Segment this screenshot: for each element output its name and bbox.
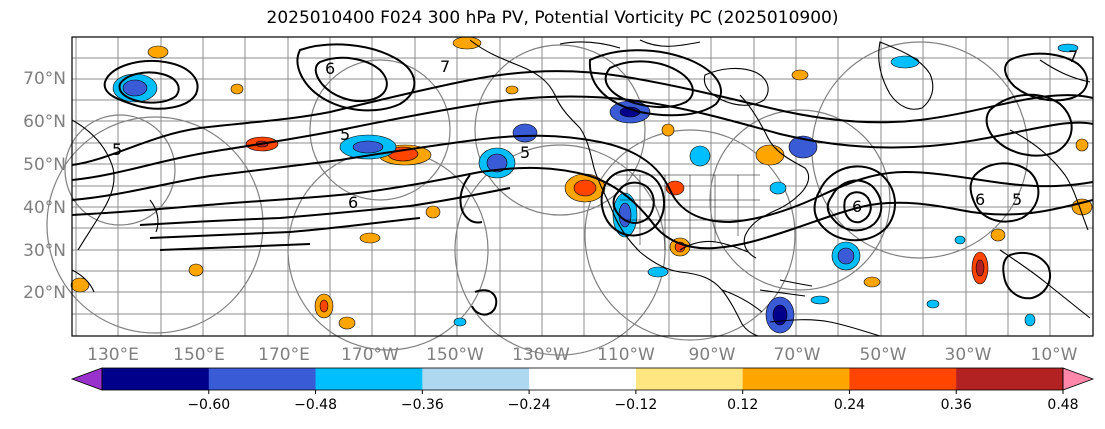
lon-label: 150°E bbox=[173, 345, 225, 365]
contour-label: 6 bbox=[975, 190, 985, 209]
map-title: 2025010400 F024 300 hPa PV, Potential Vo… bbox=[266, 8, 839, 28]
lon-label: 10°W bbox=[1031, 345, 1078, 365]
lon-label: 130°E bbox=[87, 345, 139, 365]
colorbar-outline bbox=[101, 367, 1064, 391]
colorbar-extend-high bbox=[1062, 367, 1095, 391]
contour-label: 5 bbox=[112, 140, 122, 159]
colorbar-segment bbox=[635, 368, 744, 390]
colorbar-tick-label: −0.12 bbox=[614, 397, 657, 413]
contour-label: 7 bbox=[1068, 47, 1078, 66]
longitude-labels: 130°E 150°E 170°E 170°W 150°W 130°W 110°… bbox=[87, 345, 1078, 365]
colorbar-tick-label: −0.24 bbox=[508, 397, 551, 413]
colorbar-segment bbox=[315, 368, 423, 390]
lon-label: 170°W bbox=[341, 345, 399, 365]
colorbar: −0.60 −0.48 −0.36 −0.24 −0.12 0.12 0.24 0.36 0.4… bbox=[70, 367, 1095, 413]
lon-label: 50°W bbox=[860, 345, 907, 365]
colorbar-extend-low bbox=[70, 367, 103, 391]
colorbar-segment bbox=[208, 368, 317, 390]
contour-label: 5 bbox=[1012, 190, 1022, 209]
lat-label: 30°N bbox=[23, 241, 66, 261]
colorbar-segment bbox=[742, 368, 850, 390]
lon-label: 170°E bbox=[258, 345, 310, 365]
lon-label: 70°W bbox=[774, 345, 821, 365]
colorbar-segment bbox=[849, 368, 957, 390]
contour-label: 6 bbox=[348, 193, 358, 212]
lon-label: 110°W bbox=[597, 345, 655, 365]
latitude-labels: 70°N 60°N 50°N 40°N 30°N 20°N bbox=[23, 69, 66, 303]
colorbar-segment bbox=[529, 368, 637, 390]
colorbar-tick-label: 0.48 bbox=[1047, 397, 1078, 413]
colorbar-segment bbox=[102, 368, 210, 390]
colorbar-tick-label: 0.36 bbox=[941, 397, 972, 413]
map-panel: 7 5 7 5 6 5 6 5 6 6 bbox=[46, 36, 1094, 356]
colorbar-tick-label: 0.12 bbox=[727, 397, 758, 413]
lon-label: 30°W bbox=[945, 345, 992, 365]
colorbar-tick-label: −0.36 bbox=[401, 397, 444, 413]
contour-label: 7 bbox=[440, 57, 450, 76]
lon-label: 150°W bbox=[426, 345, 484, 365]
contour-label: 5 bbox=[340, 125, 350, 144]
contour-label: 6 bbox=[852, 197, 862, 216]
lon-label: 90°W bbox=[689, 345, 736, 365]
colorbar-tick-label: −0.60 bbox=[187, 397, 230, 413]
lat-label: 60°N bbox=[23, 112, 66, 132]
lon-label: 130°W bbox=[512, 345, 570, 365]
colorbar-tick-label: 0.24 bbox=[834, 397, 865, 413]
negative-anomalies bbox=[112, 43, 1079, 334]
lat-label: 70°N bbox=[23, 69, 66, 89]
contour-label: 5 bbox=[520, 143, 530, 162]
contour-label: 6 bbox=[325, 59, 335, 78]
colorbar-segment bbox=[422, 368, 530, 390]
pv-contours bbox=[71, 43, 1094, 316]
colorbar-segment bbox=[956, 368, 1064, 390]
colorbar-tick-label: −0.48 bbox=[294, 397, 337, 413]
coastlines bbox=[71, 39, 1091, 337]
lat-label: 20°N bbox=[23, 283, 66, 303]
lat-label: 40°N bbox=[23, 198, 66, 218]
contour-labels: 7 5 7 5 6 5 6 5 6 6 bbox=[112, 47, 1078, 216]
lat-label: 50°N bbox=[23, 155, 66, 175]
